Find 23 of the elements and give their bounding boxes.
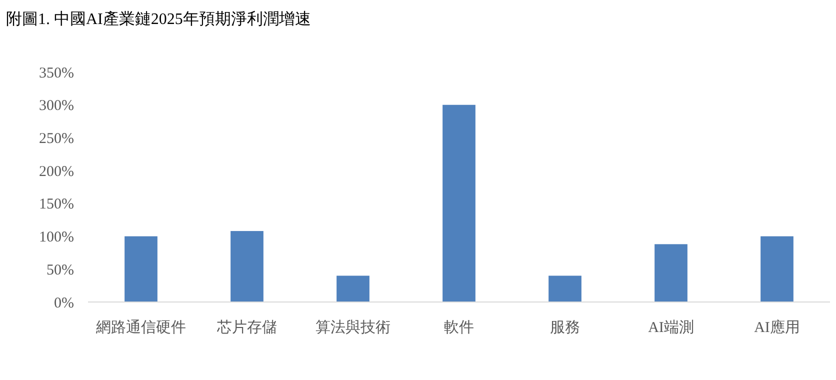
x-tick-label: 軟件 <box>444 320 474 336</box>
bar <box>124 236 158 302</box>
y-tick-label: 150% <box>39 196 74 213</box>
y-tick-label: 250% <box>39 130 74 147</box>
y-tick-label: 300% <box>39 98 74 114</box>
bar <box>336 276 370 302</box>
x-tick-label: AI端測 <box>648 319 694 336</box>
bar <box>548 276 582 302</box>
bar <box>230 231 264 302</box>
chart-title: 附圖1. 中國AI產業鏈2025年預期淨利潤增速 <box>6 10 311 28</box>
y-tick-label: 100% <box>39 230 74 246</box>
bar <box>654 244 688 302</box>
bar <box>760 236 794 302</box>
bar <box>442 104 476 302</box>
y-tick-label: 200% <box>39 164 74 180</box>
y-tick-label: 0% <box>54 295 74 312</box>
x-tick-label: AI應用 <box>754 319 800 336</box>
x-tick-label: 服務 <box>550 319 580 336</box>
x-tick-label: 算法與技術 <box>316 319 390 336</box>
y-tick-label: 50% <box>46 262 74 278</box>
y-tick-label: 350% <box>39 65 74 82</box>
x-tick-label: 芯片存儲 <box>216 319 277 336</box>
x-tick-label: 網路通信硬件 <box>95 319 186 336</box>
